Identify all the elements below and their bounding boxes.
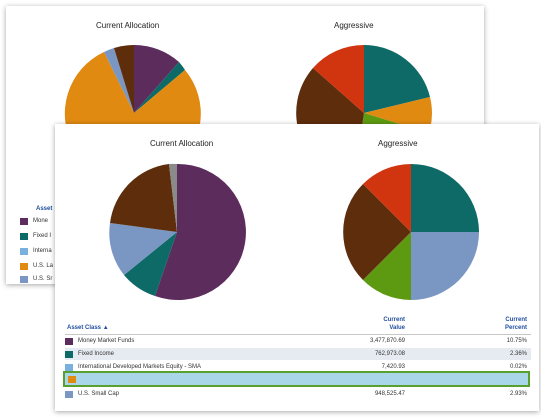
legend-item: Mone bbox=[20, 215, 48, 227]
legend-swatch bbox=[20, 262, 28, 270]
pie-slice-gray bbox=[169, 163, 177, 232]
pie-slice-brown bbox=[343, 184, 411, 280]
chart-title-current-allocation: Current Allocation bbox=[150, 139, 214, 148]
pie-slice-dark bbox=[110, 164, 177, 232]
row-percent: 10.75% bbox=[506, 338, 527, 344]
legend-label: Fixed I bbox=[33, 233, 52, 239]
table-row[interactable]: U.S. Small Cap 948,525.47 2.93% bbox=[65, 388, 531, 400]
highlighted-row[interactable] bbox=[63, 371, 530, 387]
table-row[interactable]: International Developed Markets Equity -… bbox=[65, 361, 531, 373]
row-percent: 2.93% bbox=[509, 391, 527, 397]
pie-slice-money-market bbox=[134, 44, 179, 113]
legend-swatch bbox=[20, 275, 28, 283]
pie-slice-teal bbox=[364, 45, 430, 113]
pie-slice-us-small bbox=[104, 48, 134, 113]
row-value: 762,973.08 bbox=[374, 351, 405, 357]
chart-title-aggressive: Aggressive bbox=[378, 139, 418, 148]
sort-ascending-icon: ▲ bbox=[102, 325, 109, 331]
pie-slice-green bbox=[363, 232, 411, 300]
legend-swatch bbox=[20, 247, 28, 255]
row-label: U.S. Small Cap bbox=[78, 391, 120, 397]
legend-swatch bbox=[20, 217, 28, 225]
legend-label: U.S. La bbox=[33, 263, 54, 269]
aggressive-pie bbox=[343, 164, 479, 300]
chart-title-aggressive: Aggressive bbox=[334, 21, 374, 30]
pie-slice-red bbox=[363, 164, 411, 232]
current-percent-header[interactable]: Current Percent bbox=[495, 316, 527, 332]
row-label: Money Market Funds bbox=[78, 338, 135, 344]
row-swatch bbox=[65, 350, 73, 358]
legend-header: Asset bbox=[36, 206, 53, 212]
row-label: International Developed Markets Equity -… bbox=[78, 364, 202, 370]
header-divider bbox=[65, 334, 531, 335]
pie-slice-fixed-income bbox=[124, 232, 177, 296]
row-swatch bbox=[65, 390, 73, 398]
pie-slice-fixed-income bbox=[134, 62, 185, 113]
pie-slice-red bbox=[313, 45, 364, 113]
header-line: Value bbox=[389, 325, 405, 331]
legend-label: Interna bbox=[33, 248, 52, 254]
legend-label: Mone bbox=[33, 218, 49, 224]
front-window: Current Allocation Aggressive Asset Clas… bbox=[55, 124, 539, 411]
legend-item: Interna bbox=[20, 245, 52, 257]
current-value-header[interactable]: Current Value bbox=[373, 316, 405, 332]
row-swatch bbox=[68, 376, 76, 383]
row-swatch bbox=[65, 337, 73, 345]
pie-slice-dark bbox=[114, 44, 134, 113]
row-percent: 0.02% bbox=[509, 364, 527, 370]
pie-slice-intl bbox=[109, 223, 177, 275]
chart-title-current-allocation: Current Allocation bbox=[96, 21, 160, 30]
row-value: 7,420.93 bbox=[381, 364, 405, 370]
pie-slice-blue bbox=[411, 232, 479, 300]
asset-class-sort-header[interactable]: Asset Class ▲ bbox=[67, 324, 109, 332]
table-row[interactable]: Fixed Income 762,973.08 2.36% bbox=[65, 348, 531, 360]
row-value: 948,525.47 bbox=[374, 391, 405, 397]
pie-slice-teal bbox=[411, 164, 479, 232]
legend-item: U.S. La bbox=[20, 260, 53, 272]
row-swatch bbox=[65, 363, 73, 371]
table-row[interactable]: Money Market Funds 3,477,870.69 10.75% bbox=[65, 335, 531, 347]
legend-item: U.S. Sr bbox=[20, 273, 52, 285]
header-line: Current bbox=[505, 317, 527, 323]
asset-class-header-label: Asset Class bbox=[67, 325, 102, 331]
header-line: Percent bbox=[504, 325, 527, 331]
header-line: Current bbox=[383, 317, 405, 323]
legend-label: U.S. Sr bbox=[33, 276, 53, 282]
current-allocation-pie bbox=[109, 163, 246, 300]
legend-swatch bbox=[20, 232, 28, 240]
row-percent: 2.36% bbox=[509, 351, 527, 357]
row-value: 3,477,870.69 bbox=[369, 338, 405, 344]
legend-item: Fixed I bbox=[20, 230, 51, 242]
pie-slice-money-market bbox=[155, 163, 246, 300]
row-label: Fixed Income bbox=[78, 351, 115, 357]
